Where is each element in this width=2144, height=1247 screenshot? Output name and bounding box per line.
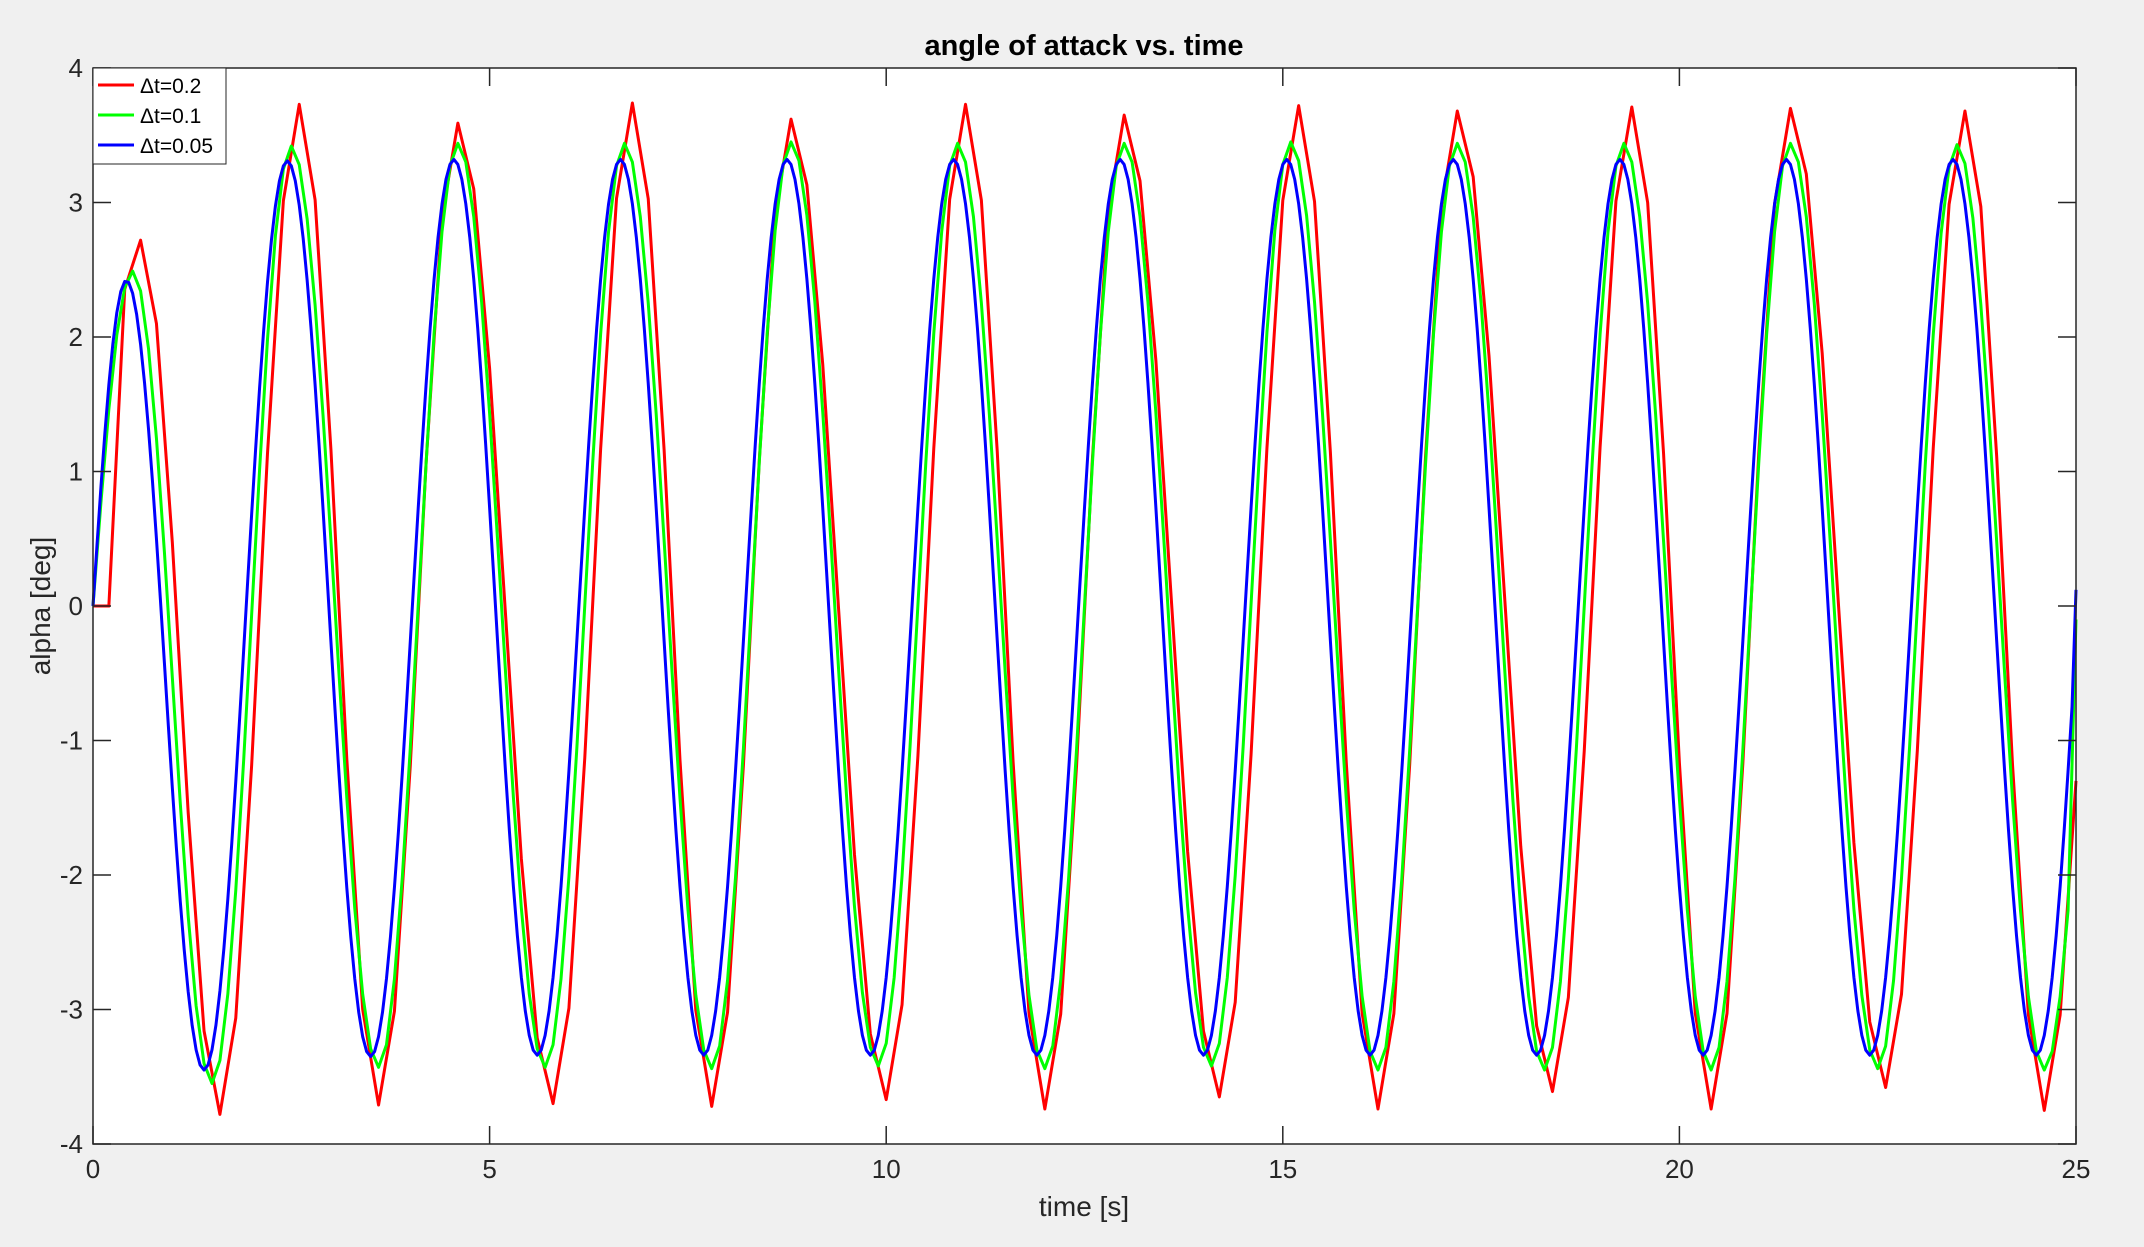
tick-layer: 0 5 10 15 20 25 -4 -3 -2 -1 0 1 2 3 4 xyxy=(60,53,2091,1184)
y-tick-label: 0 xyxy=(69,591,83,621)
series-line-2 xyxy=(91,140,2078,1085)
x-tick-label: 15 xyxy=(1268,1154,1297,1184)
y-tick-label: 4 xyxy=(69,53,83,83)
legend-items: Δt=0.2 Δt=0.1 Δt=0.05 xyxy=(98,75,213,158)
y-axis-label: alpha [deg] xyxy=(25,537,56,676)
x-axis-label: time [s] xyxy=(1039,1191,1129,1222)
x-tick-label: 25 xyxy=(2062,1154,2091,1184)
series-line-3 xyxy=(91,157,2078,1072)
y-tick-label: -1 xyxy=(60,726,83,756)
y-tick-label: -3 xyxy=(60,995,83,1025)
x-tick-label: 20 xyxy=(1665,1154,1694,1184)
y-tick-label: 2 xyxy=(69,322,83,352)
y-tick-label: 1 xyxy=(69,457,83,487)
chart-title: angle of attack vs. time xyxy=(924,30,1243,62)
series-layer xyxy=(91,101,2078,1116)
legend[interactable]: Δt=0.2 Δt=0.1 Δt=0.05 xyxy=(92,67,227,165)
x-tick-label: 10 xyxy=(872,1154,901,1184)
y-tick-label: -4 xyxy=(60,1129,83,1159)
x-tick-label: 5 xyxy=(482,1154,496,1184)
x-tick-label: 0 xyxy=(86,1154,100,1184)
legend-label: Δt=0.1 xyxy=(140,105,201,128)
legend-label: Δt=0.2 xyxy=(140,75,201,98)
legend-label: Δt=0.05 xyxy=(140,135,213,158)
y-tick-label: 3 xyxy=(69,188,83,218)
y-tick-label: -2 xyxy=(60,860,83,890)
